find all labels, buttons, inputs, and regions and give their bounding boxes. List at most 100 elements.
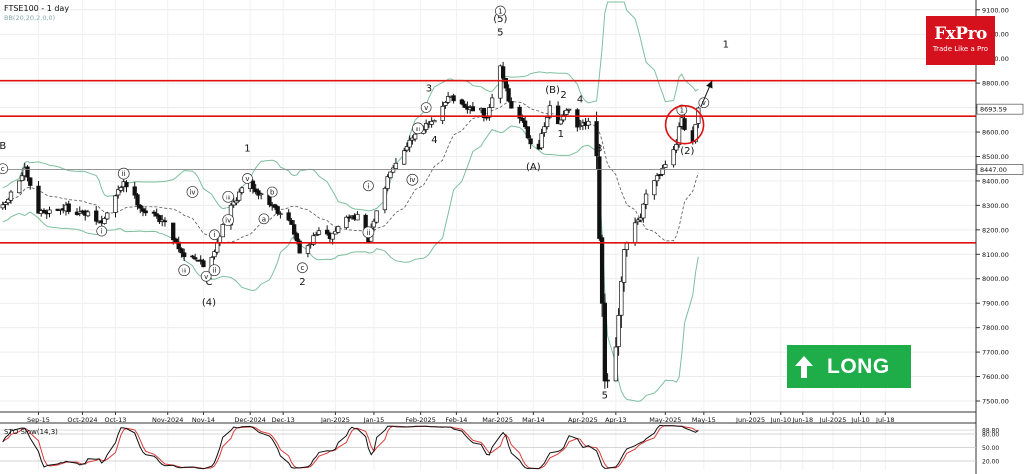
x-tick-label: Nov-2024 xyxy=(152,416,183,424)
candle xyxy=(374,210,379,223)
candle xyxy=(135,194,140,206)
wave-label: 1 xyxy=(244,144,250,155)
candle xyxy=(41,209,47,213)
candle xyxy=(388,171,393,179)
candle xyxy=(8,191,14,201)
target-arrow-head xyxy=(706,80,713,89)
stoch-k-line xyxy=(2,424,699,470)
wave-circle xyxy=(186,186,199,198)
candle xyxy=(517,106,522,119)
wave-label: B xyxy=(0,141,6,152)
wave-circle xyxy=(363,180,374,192)
brand-name: FxPro xyxy=(934,24,987,44)
candle xyxy=(498,65,503,99)
candle xyxy=(28,177,33,186)
candle xyxy=(451,95,456,102)
candle xyxy=(654,175,660,182)
candle xyxy=(520,117,525,122)
candle xyxy=(605,379,610,382)
candle xyxy=(663,164,668,168)
y-tick-label: 7600.00 xyxy=(982,373,1009,381)
candle xyxy=(484,116,489,119)
candle xyxy=(190,255,195,258)
wave-circle-label: c xyxy=(300,264,304,272)
level-tag-box xyxy=(976,164,1024,175)
candle xyxy=(682,118,687,130)
candle xyxy=(294,233,300,242)
candle xyxy=(0,204,5,209)
candle xyxy=(66,203,71,212)
wave-circle xyxy=(266,186,278,198)
wave-circle xyxy=(406,173,419,186)
wave-circle-label: iii xyxy=(182,269,186,275)
x-tick-label: Mar-2025 xyxy=(482,416,513,424)
candle xyxy=(407,139,412,148)
wave-label: (2) xyxy=(680,146,694,157)
x-tick-label: Apr-13 xyxy=(605,416,626,424)
wave-circle xyxy=(676,104,688,116)
y-tick-label: 7700.00 xyxy=(982,349,1009,357)
candle xyxy=(193,257,198,260)
wave-circle xyxy=(0,163,9,175)
candle xyxy=(404,146,410,151)
candle xyxy=(509,101,514,109)
candle xyxy=(564,109,569,115)
stoch-level-label: 50.00 xyxy=(982,445,999,452)
x-tick-label: Jan-15 xyxy=(363,416,385,424)
candle xyxy=(162,220,168,223)
price-tag: 8693.59 xyxy=(980,106,1007,114)
stoch-d-line xyxy=(2,424,699,470)
wave-circle xyxy=(200,270,212,282)
wave-circle-label: iii xyxy=(226,195,230,201)
stoch-level-label: 88.80 xyxy=(982,428,999,435)
candle xyxy=(151,211,157,214)
y-tick-label: 8900.00 xyxy=(982,55,1009,63)
candle xyxy=(237,191,242,201)
candle xyxy=(635,219,640,223)
wave-circle xyxy=(420,102,432,113)
candle xyxy=(344,216,349,229)
chart-title: FTSE100 - 1 day xyxy=(4,4,69,13)
candle xyxy=(621,249,627,283)
x-tick-label: Jul-10 xyxy=(850,416,869,424)
wave-circle xyxy=(222,190,235,203)
candle xyxy=(599,237,605,304)
x-tick-label: Jan-2025 xyxy=(320,416,350,424)
candle xyxy=(250,180,256,189)
candle xyxy=(325,229,330,235)
candle xyxy=(371,220,377,228)
candle xyxy=(47,209,52,214)
candle xyxy=(558,119,564,125)
candle xyxy=(256,190,261,196)
candle xyxy=(297,240,302,254)
candle xyxy=(292,224,297,235)
candle xyxy=(220,224,225,238)
y-tick-label: 8600.00 xyxy=(982,129,1009,137)
candle xyxy=(316,230,322,235)
candle xyxy=(143,210,148,214)
candle xyxy=(632,222,638,244)
candle xyxy=(382,187,388,211)
wave-label: C xyxy=(205,277,212,288)
candle xyxy=(390,167,396,173)
candle xyxy=(138,204,143,209)
candle xyxy=(676,126,682,145)
candle xyxy=(693,124,698,143)
x-tick-label: Dec-13 xyxy=(272,416,295,424)
wave-label: 5 xyxy=(497,27,503,38)
y-tick-label: 9000.00 xyxy=(982,31,1009,39)
y-tick-label: 8300.00 xyxy=(982,202,1009,210)
long-signal-badge: LONG xyxy=(787,345,911,388)
candle xyxy=(522,120,528,128)
candle xyxy=(401,150,407,165)
wave-circle-label: iv xyxy=(189,188,195,196)
wave-circle-label: v xyxy=(204,273,208,281)
bb-lower-band xyxy=(2,125,699,402)
candle xyxy=(201,260,206,268)
y-tick-label: 8400.00 xyxy=(982,177,1009,185)
candle xyxy=(539,133,544,149)
candle xyxy=(412,133,418,140)
candle xyxy=(154,213,159,217)
